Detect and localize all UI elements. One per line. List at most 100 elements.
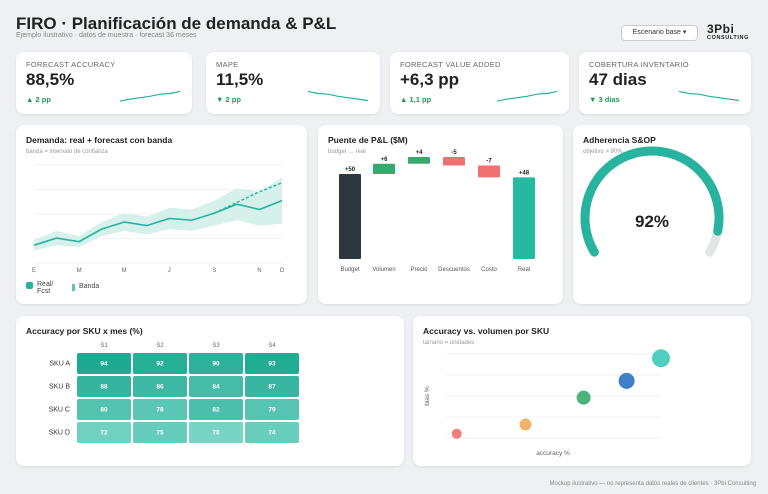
logo-line2: CONSULTING <box>707 35 749 41</box>
kpi-card: MAPE 11,5% ▼ 2 pp <box>206 52 380 114</box>
heatmap-cell <box>77 399 131 420</box>
heatmap-card: Accuracy por SKU x mes (%) S1 S2 S3 S4 SKU A… <box>16 316 404 466</box>
adherence-card: Adherencia S&OP objetivo > 90% 92% <box>573 125 751 304</box>
real-line <box>33 199 283 246</box>
legend-band: Banda <box>72 283 99 291</box>
kpi-card: FORECAST VALUE ADDED +6,3 pp ▲ 1,1 pp <box>390 52 569 114</box>
legend-band-swatch <box>72 284 75 291</box>
x-tick-label: J <box>168 268 171 274</box>
kpi-label: FORECAST VALUE ADDED <box>400 60 501 69</box>
scenario-dropdown[interactable]: Escenario base ▾ <box>621 25 698 41</box>
bridge-bar <box>339 174 361 259</box>
heatmap-cell <box>189 399 243 420</box>
bridge-chart: +50 Budget +6 Volumen +4 Precio -5 Descuentos -7… <box>339 150 535 273</box>
footer-note: Mockup ilustrativo — no representa datos… <box>549 481 756 487</box>
x-tick-label: E <box>32 268 36 274</box>
scatter-card: Accuracy vs. volumen por SKU tamano = un… <box>413 316 751 466</box>
legend-real-label2: Fcst <box>37 288 51 295</box>
logo-line1: 3Pbi <box>707 22 735 36</box>
sparkline-path <box>119 90 181 102</box>
heatmap-cell <box>77 376 131 397</box>
kpi-card: FORECAST ACCURACY 88,5% ▲ 2 pp <box>16 52 192 114</box>
heatmap-cell <box>133 353 187 374</box>
heatmap-row-label: SKU A <box>49 361 70 368</box>
heatmap-cell-value: 78 <box>156 407 164 414</box>
kpi-sparkline <box>678 90 740 102</box>
heatmap-column-label: S1 <box>100 343 108 349</box>
heatmap-cell-value: 74 <box>268 430 276 437</box>
x-tick-label: S <box>212 268 216 274</box>
heatmap-cell-value: 86 <box>156 384 164 391</box>
bridge-category-label: Real <box>518 267 530 273</box>
heatmap-cell-value: 94 <box>100 361 108 368</box>
legend-real-label: Real/ <box>37 281 54 288</box>
kpi-value: 88,5% <box>26 70 75 89</box>
heatmap-cell <box>189 376 243 397</box>
scatter-subtitle: tamano = unidades <box>423 340 475 346</box>
legend-band-label: Banda <box>79 283 100 290</box>
kpi-card: COBERTURA INVENTARIO 47 dias ▼ 3 dias <box>579 52 751 114</box>
bridge-category-label: Descuentos <box>438 267 470 273</box>
heatmap-cell-value: 75 <box>156 430 164 437</box>
kpi-label: MAPE <box>216 60 239 69</box>
bridge-bar <box>408 157 430 164</box>
bridge-data-label: +48 <box>519 170 530 176</box>
kpi-delta: ▼ 3 dias <box>589 95 620 104</box>
bridge-subtitle: budget → real <box>328 149 366 155</box>
heatmap-column-label: S4 <box>268 343 276 349</box>
heatmap-cell-value: 70 <box>212 430 220 437</box>
scatter-point <box>451 428 462 439</box>
heatmap-row-label: SKU D <box>49 430 70 437</box>
bridge-category-label: Costo <box>481 267 497 273</box>
heatmap-cell <box>245 376 299 397</box>
kpi-delta: ▲ 2 pp <box>26 95 51 104</box>
bridge-bar <box>443 157 465 166</box>
kpi-label: COBERTURA INVENTARIO <box>589 60 689 69</box>
x-tick-label: M <box>122 268 127 274</box>
kpi-sparkline <box>307 90 369 102</box>
heatmap-chart: S1 S2 S3 S4 SKU A 94 92 90 93 SKU B 88 86 84 87 SKU C 8… <box>49 343 299 443</box>
company-logo: 3Pbi CONSULTING <box>707 22 757 44</box>
scatter-point <box>576 390 591 405</box>
sparkline-path <box>496 90 558 102</box>
scatter-title: Accuracy vs. volumen por SKU <box>423 326 550 336</box>
gauge-fill <box>580 146 724 257</box>
scatter-y-axis-label: bias % <box>424 386 431 406</box>
bridge-category-label: Volumen <box>372 267 395 273</box>
bridge-title: Puente de P&L ($M) <box>328 135 408 145</box>
sparkline-path <box>307 90 369 102</box>
bridge-bar <box>513 177 535 259</box>
heatmap-row-label: SKU B <box>49 384 70 391</box>
heatmap-cell <box>245 399 299 420</box>
bridge-card: Puente de P&L ($M) budget → real +50 Budg… <box>318 125 563 304</box>
kpi-delta: ▲ 1,1 pp <box>400 95 432 104</box>
legend-real: Real/Fcst <box>26 281 53 295</box>
adherence-value: 92% <box>634 212 670 231</box>
heatmap-cell <box>77 422 131 443</box>
heatmap-cell <box>189 353 243 374</box>
heatmap-cell <box>133 422 187 443</box>
sparkline-path <box>678 90 740 102</box>
bridge-bar <box>373 163 395 174</box>
scatter-point <box>618 372 635 389</box>
heatmap-cell-value: 72 <box>100 430 108 437</box>
demand-card: Demanda: real + forecast con banda banda… <box>16 125 307 304</box>
heatmap-cell-value: 92 <box>156 361 164 368</box>
legend-real-swatch <box>26 282 33 289</box>
bridge-data-label: +50 <box>345 167 356 173</box>
heatmap-cell-value: 84 <box>212 384 220 391</box>
x-tick-label: D <box>280 268 285 274</box>
bridge-data-label: +4 <box>416 150 424 156</box>
kpi-delta: ▼ 2 pp <box>216 95 241 104</box>
demand-title: Demanda: real + forecast con banda <box>26 135 173 145</box>
heatmap-cell <box>133 376 187 397</box>
adherence-gauge <box>580 146 724 257</box>
bridge-data-label: -7 <box>486 159 492 165</box>
demand-subtitle: banda = intervalo de confianza <box>26 149 108 155</box>
bridge-bar <box>478 165 500 178</box>
kpi-sparkline <box>119 90 181 102</box>
heatmap-row-label: SKU C <box>49 407 70 414</box>
heatmap-cell-value: 87 <box>268 384 276 391</box>
scatter-point <box>652 349 670 368</box>
